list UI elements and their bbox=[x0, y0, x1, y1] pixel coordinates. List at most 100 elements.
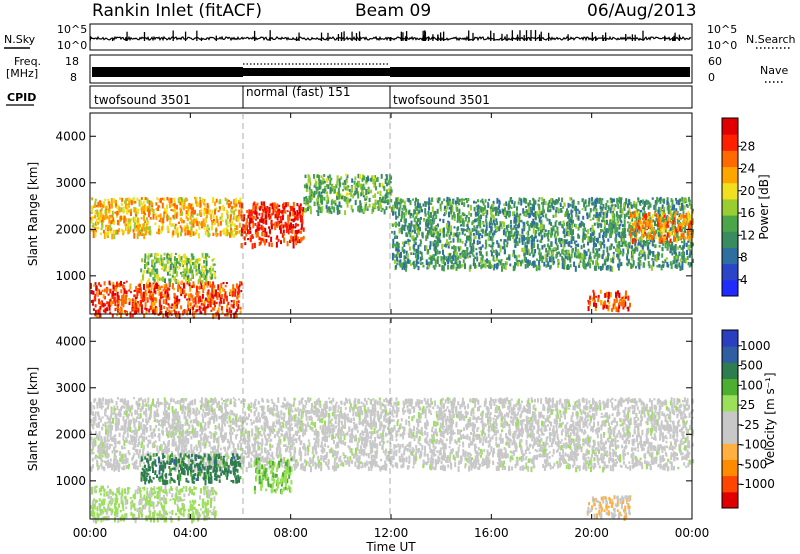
heatmap-cell bbox=[543, 244, 546, 248]
heatmap-cell bbox=[688, 196, 690, 202]
heatmap-cell bbox=[101, 289, 104, 292]
heatmap-cell bbox=[364, 205, 367, 211]
heatmap-cell bbox=[593, 255, 596, 259]
heatmap-cell bbox=[484, 229, 487, 233]
heatmap-cell bbox=[441, 200, 444, 205]
heatmap-cell bbox=[637, 210, 640, 214]
heatmap-cell bbox=[563, 228, 566, 233]
heatmap-cell bbox=[225, 313, 228, 317]
heatmap-cell bbox=[513, 249, 516, 255]
heatmap-cell bbox=[474, 211, 477, 216]
heatmap-cell bbox=[507, 257, 510, 260]
heatmap-cell bbox=[449, 451, 452, 456]
heatmap-cell bbox=[551, 228, 553, 233]
heatmap-cell bbox=[180, 231, 182, 237]
heatmap-cell bbox=[639, 249, 642, 255]
heatmap-cell bbox=[283, 237, 286, 243]
heatmap-cell bbox=[483, 224, 486, 227]
heatmap-cell bbox=[518, 222, 521, 228]
heatmap-cell bbox=[531, 209, 534, 211]
heatmap-cell bbox=[679, 226, 682, 232]
heatmap-cell bbox=[455, 266, 458, 271]
heatmap-cell bbox=[596, 252, 599, 257]
heatmap-cell bbox=[380, 204, 383, 209]
nsearch-tick-bottom: 10^0 bbox=[707, 39, 737, 52]
heatmap-cell bbox=[352, 194, 355, 199]
heatmap-cell bbox=[547, 261, 550, 267]
heatmap-cell bbox=[392, 205, 395, 211]
heatmap-cell bbox=[258, 212, 261, 216]
heatmap-cell bbox=[287, 214, 290, 221]
heatmap-cell bbox=[194, 209, 196, 215]
heatmap-cell bbox=[469, 250, 472, 254]
heatmap-cell bbox=[553, 233, 556, 238]
heatmap-cell bbox=[188, 450, 191, 456]
heatmap-cell bbox=[144, 229, 147, 236]
heatmap-cell bbox=[475, 265, 478, 269]
heatmap-cell bbox=[591, 297, 594, 302]
heatmap-cell bbox=[170, 223, 173, 226]
heatmap-cell bbox=[358, 210, 361, 213]
heatmap-cell bbox=[451, 207, 454, 212]
heatmap-cell bbox=[532, 265, 535, 269]
heatmap-cell bbox=[567, 221, 570, 224]
heatmap-cell bbox=[232, 210, 235, 215]
heatmap-cell bbox=[394, 211, 397, 214]
heatmap-cell bbox=[624, 243, 627, 247]
heatmap-cell bbox=[598, 198, 601, 204]
heatmap-cell bbox=[219, 297, 222, 302]
heatmap-cell bbox=[445, 242, 448, 248]
heatmap-cell bbox=[400, 218, 403, 222]
heatmap-cell bbox=[405, 262, 408, 269]
heatmap-cell bbox=[486, 209, 489, 215]
heatmap-cell bbox=[408, 209, 411, 215]
heatmap-cell bbox=[687, 224, 690, 230]
heatmap-cell bbox=[550, 201, 553, 204]
heatmap-cell bbox=[320, 455, 323, 461]
heatmap-cell bbox=[157, 313, 160, 316]
heatmap-cell bbox=[506, 211, 509, 215]
heatmap-cell bbox=[642, 228, 644, 234]
heatmap-cell bbox=[587, 299, 590, 303]
heatmap-cell bbox=[340, 420, 343, 425]
heatmap-cell bbox=[621, 241, 624, 247]
heatmap-cell bbox=[563, 266, 566, 270]
heatmap-cell bbox=[199, 275, 202, 282]
heatmap-cell bbox=[233, 223, 236, 228]
heatmap-cell bbox=[156, 268, 159, 275]
heatmap-cell bbox=[217, 452, 219, 458]
heatmap-cell bbox=[297, 211, 300, 216]
heatmap-cell bbox=[504, 211, 506, 216]
heatmap-cell bbox=[557, 251, 560, 255]
heatmap-cell bbox=[99, 284, 102, 287]
heatmap-cell bbox=[214, 313, 217, 317]
heatmap-cell bbox=[472, 220, 475, 224]
heatmap-cell bbox=[213, 307, 216, 311]
heatmap-cell bbox=[259, 205, 262, 210]
heatmap-cell bbox=[409, 213, 412, 219]
heatmap-cell bbox=[181, 202, 184, 207]
heatmap-cell bbox=[453, 226, 456, 229]
heatmap-cell bbox=[678, 214, 681, 218]
heatmap-cell bbox=[291, 236, 294, 241]
heatmap-cell bbox=[204, 281, 207, 285]
heatmap-cell bbox=[241, 203, 244, 209]
heatmap-cell bbox=[506, 229, 509, 233]
heatmap-cell bbox=[210, 276, 213, 280]
heatmap-cell bbox=[286, 210, 289, 213]
heatmap-cell bbox=[345, 199, 348, 204]
heatmap-cell bbox=[563, 253, 566, 256]
heatmap-cell bbox=[690, 244, 693, 249]
heatmap-cell bbox=[600, 265, 602, 271]
heatmap-cell bbox=[241, 227, 243, 234]
heatmap-cell bbox=[561, 256, 564, 261]
heatmap-cell bbox=[555, 207, 558, 210]
heatmap-cell bbox=[94, 304, 97, 308]
heatmap-cell bbox=[468, 230, 471, 234]
heatmap-cell bbox=[232, 217, 235, 221]
heatmap-cell bbox=[161, 226, 164, 231]
heatmap-cell bbox=[639, 263, 642, 266]
heatmap-cell bbox=[363, 175, 366, 181]
heatmap-cell bbox=[404, 218, 407, 223]
heatmap-cell bbox=[514, 244, 517, 248]
